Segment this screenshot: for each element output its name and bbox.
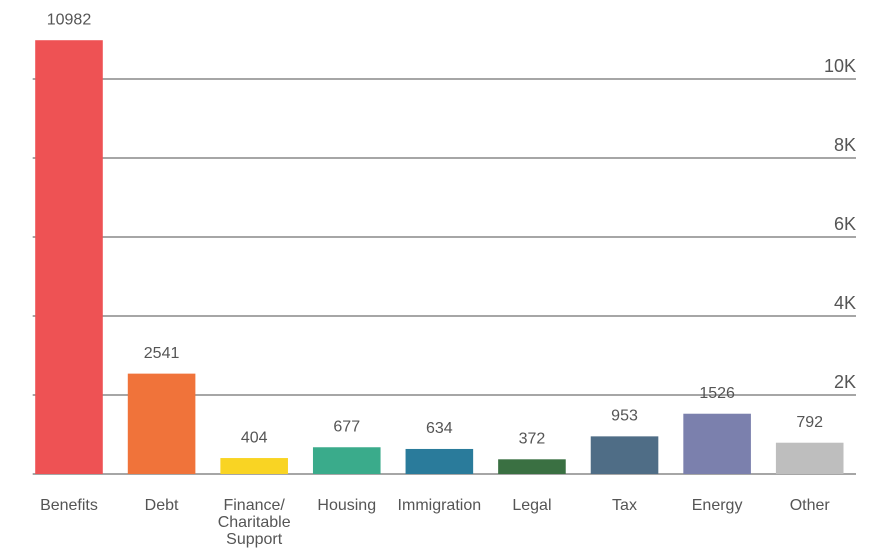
value-label: 2541 <box>144 345 180 362</box>
value-label: 10982 <box>47 11 92 28</box>
value-label: 1526 <box>699 385 735 402</box>
bar <box>590 436 659 474</box>
value-label: 372 <box>519 431 546 448</box>
y-tick-label: 6K <box>834 214 856 234</box>
bar <box>683 413 751 474</box>
x-tick-label: Other <box>789 497 830 514</box>
bar <box>127 373 196 474</box>
x-tick-label: Legal <box>512 497 552 514</box>
y-tick-label: 8K <box>834 135 856 155</box>
bar <box>220 458 288 474</box>
y-tick-label: 10K <box>824 56 856 76</box>
bar <box>775 442 844 474</box>
value-label: 634 <box>426 420 453 437</box>
value-label: 677 <box>333 418 360 435</box>
value-label: 792 <box>796 414 823 431</box>
x-tick-label: Energy <box>691 497 743 514</box>
x-tick-label: Finance/ Charitable Support <box>217 497 291 548</box>
x-tick-label: Immigration <box>397 497 482 514</box>
x-tick-label: Benefits <box>40 497 98 514</box>
bar <box>405 448 474 474</box>
bar <box>498 459 566 474</box>
value-label: 953 <box>611 408 638 425</box>
x-tick-label: Tax <box>612 497 637 514</box>
y-tick-label: 2K <box>834 372 856 392</box>
x-tick-label: Debt <box>144 497 179 514</box>
value-label: 404 <box>241 429 268 446</box>
bar <box>35 40 103 474</box>
x-tick-label: Housing <box>317 497 377 514</box>
bar <box>312 447 381 474</box>
y-tick-label: 4K <box>834 293 856 313</box>
